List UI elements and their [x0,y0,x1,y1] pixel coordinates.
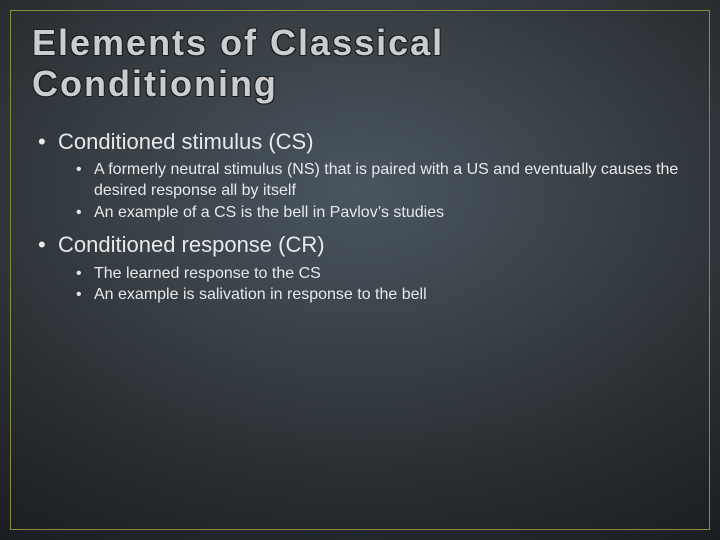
bullet-text: An example is salivation in response to … [94,286,427,303]
list-item: Conditioned stimulus (CS) A formerly neu… [36,127,692,224]
list-item: Conditioned response (CR) The learned re… [36,230,692,306]
list-item: A formerly neutral stimulus (NS) that is… [72,160,692,202]
bullet-text: A formerly neutral stimulus (NS) that is… [94,161,678,199]
slide-content: Conditioned stimulus (CS) A formerly neu… [28,127,692,306]
bullet-text: The learned response to the CS [94,265,321,282]
list-item: The learned response to the CS [72,264,692,285]
bullet-text: An example of a CS is the bell in Pavlov… [94,204,444,221]
bullet-text: Conditioned stimulus (CS) [58,129,314,154]
sub-bullet-list: The learned response to the CS An exampl… [58,264,692,307]
slide-title: Elements of Classical Conditioning [32,22,692,105]
bullet-text: Conditioned response (CR) [58,232,325,257]
list-item: An example is salivation in response to … [72,285,692,306]
list-item: An example of a CS is the bell in Pavlov… [72,203,692,224]
bullet-list: Conditioned stimulus (CS) A formerly neu… [36,127,692,306]
slide: Elements of Classical Conditioning Condi… [0,0,720,540]
sub-bullet-list: A formerly neutral stimulus (NS) that is… [58,160,692,223]
